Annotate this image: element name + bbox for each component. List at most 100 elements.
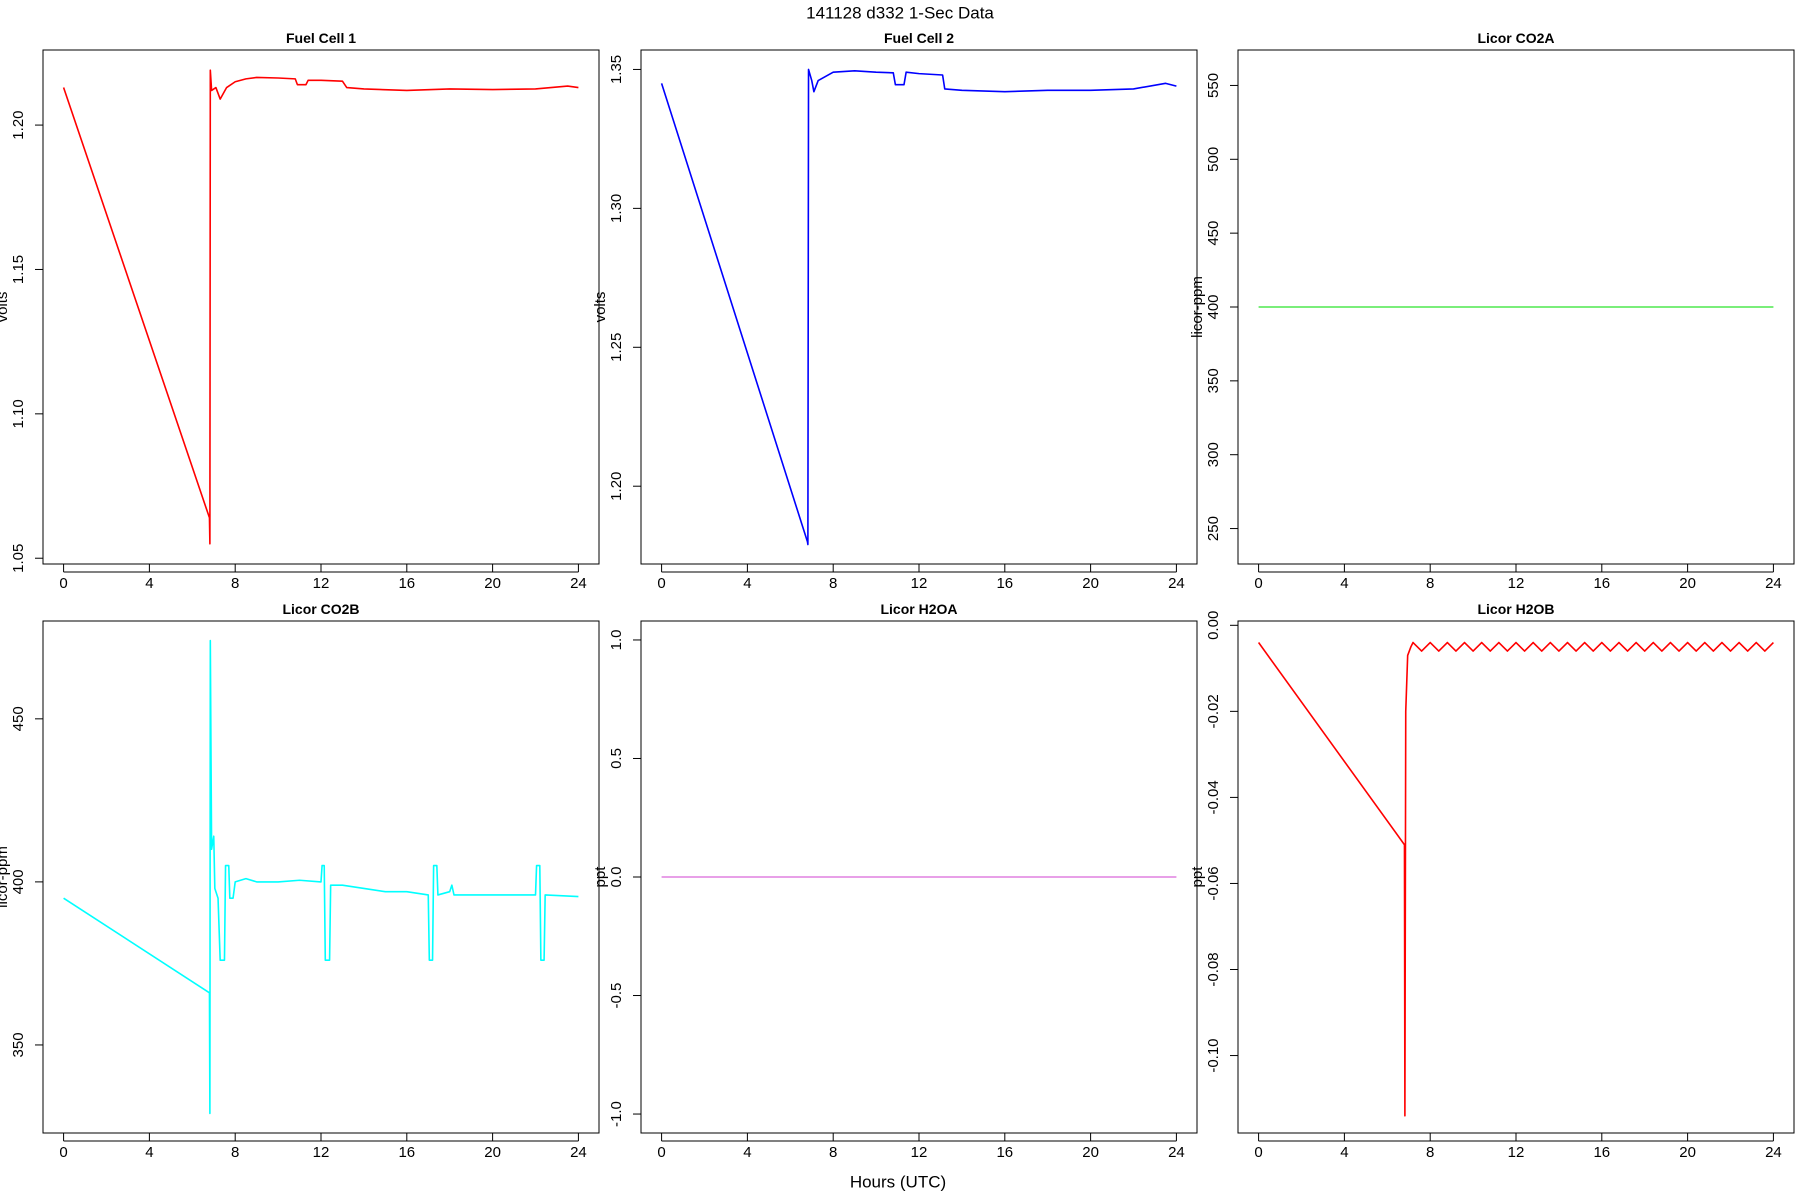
y-tick-label: 450 xyxy=(10,706,27,731)
y-tick-label: 1.05 xyxy=(10,544,27,573)
x-tick-label: 20 xyxy=(1082,575,1099,592)
y-axis-label: licor-ppm xyxy=(1189,276,1206,338)
y-tick-label: 550 xyxy=(1205,73,1222,98)
x-tick-label: 4 xyxy=(1340,575,1348,592)
y-axis-label: ppt xyxy=(1189,866,1206,888)
x-tick-label: 12 xyxy=(313,1144,330,1161)
x-tick-label: 0 xyxy=(59,1144,67,1161)
plot-frame xyxy=(1237,620,1795,1134)
panel: Licor H2OA 0 4 8 12 16 20 24 -1.0 -0.5 0.0 0.5 1.0 pp… xyxy=(592,601,1198,1161)
x-tick-label: 4 xyxy=(743,1144,751,1161)
y-tick-label: 1.0 xyxy=(608,630,625,651)
y-tick-label: 500 xyxy=(1205,147,1222,172)
panel-title: Licor CO2A xyxy=(1477,30,1554,46)
y-tick-label: 300 xyxy=(1205,442,1222,467)
plot-frame xyxy=(1237,49,1795,565)
panel: Licor CO2A 0 4 8 12 16 20 24 250 300 350 400 450 500 5… xyxy=(1189,30,1795,592)
x-tick-label: 8 xyxy=(1426,1144,1434,1161)
y-tick-label: 1.10 xyxy=(10,399,27,428)
y-tick-label: 1.25 xyxy=(608,333,625,362)
y-tick-label: 1.15 xyxy=(10,255,27,284)
x-tick-label: 8 xyxy=(231,1144,239,1161)
x-tick-label: 16 xyxy=(1593,575,1610,592)
x-tick-label: 0 xyxy=(657,1144,665,1161)
panel: Licor CO2B 0 4 8 12 16 20 24 350 400 450 licor-ppm xyxy=(0,601,600,1161)
y-tick-label: 250 xyxy=(1205,516,1222,541)
x-tick-label: 24 xyxy=(1168,575,1185,592)
y-tick-label: -0.02 xyxy=(1205,694,1222,728)
panel-title: Licor CO2B xyxy=(282,601,359,617)
x-tick-label: 24 xyxy=(570,575,587,592)
x-tick-label: 0 xyxy=(1254,1144,1262,1161)
y-tick-label: -0.10 xyxy=(1205,1038,1222,1072)
panel-title: Fuel Cell 2 xyxy=(884,30,954,46)
panel: Fuel Cell 1 0 4 8 12 16 20 24 1.05 1.10 1.15 1.20 vo… xyxy=(0,30,600,592)
x-tick-label: 4 xyxy=(1340,1144,1348,1161)
figure-title: 141128 d332 1-Sec Data xyxy=(806,3,994,22)
y-tick-label: 400 xyxy=(10,869,27,894)
data-line xyxy=(63,639,579,1115)
x-tick-label: 20 xyxy=(484,575,501,592)
data-line xyxy=(660,68,1177,546)
y-tick-label: 1.20 xyxy=(608,472,625,501)
y-tick-label: 0.00 xyxy=(1205,611,1222,640)
x-tick-label: 12 xyxy=(313,575,330,592)
x-tick-label: 20 xyxy=(1679,1144,1696,1161)
y-tick-label: -0.5 xyxy=(608,983,625,1009)
x-tick-label: 12 xyxy=(911,575,928,592)
panel-title: Licor H2OB xyxy=(1477,601,1554,617)
panel-title: Fuel Cell 1 xyxy=(286,30,356,46)
x-tick-label: 8 xyxy=(1426,575,1434,592)
y-tick-label: 0.5 xyxy=(608,748,625,769)
x-tick-label: 24 xyxy=(1168,1144,1185,1161)
data-line xyxy=(1257,641,1774,1117)
x-tick-label: 16 xyxy=(398,575,415,592)
panel: Fuel Cell 2 0 4 8 12 16 20 24 1.20 1.25 1.30 1.35 vo… xyxy=(592,30,1198,592)
x-tick-label: 0 xyxy=(1254,575,1262,592)
y-tick-label: -0.06 xyxy=(1205,866,1222,900)
y-tick-label: 1.20 xyxy=(10,110,27,139)
y-tick-label: 350 xyxy=(1205,368,1222,393)
x-tick-label: 8 xyxy=(231,575,239,592)
x-tick-label: 4 xyxy=(743,575,751,592)
panel-title: Licor H2OA xyxy=(880,601,957,617)
x-tick-label: 0 xyxy=(59,575,67,592)
x-tick-label: 16 xyxy=(1593,1144,1610,1161)
x-axis-label: Hours (UTC) xyxy=(850,1172,946,1191)
panel: Licor H2OB 0 4 8 12 16 20 24 0.00 -0.02 -0.04 -0.06… xyxy=(1189,601,1795,1161)
x-tick-label: 24 xyxy=(1765,575,1782,592)
x-tick-label: 4 xyxy=(145,1144,153,1161)
data-line xyxy=(62,69,579,545)
x-tick-label: 8 xyxy=(829,1144,837,1161)
x-tick-label: 12 xyxy=(1508,1144,1525,1161)
x-tick-label: 16 xyxy=(996,1144,1013,1161)
x-tick-label: 4 xyxy=(145,575,153,592)
y-tick-label: 0.0 xyxy=(608,867,625,888)
plot-frame xyxy=(42,49,600,565)
y-tick-label: -0.08 xyxy=(1205,952,1222,986)
x-tick-label: 20 xyxy=(1679,575,1696,592)
x-tick-label: 8 xyxy=(829,575,837,592)
y-axis-label: ppt xyxy=(592,866,609,888)
x-tick-label: 24 xyxy=(570,1144,587,1161)
y-tick-label: -1.0 xyxy=(608,1101,625,1127)
y-tick-label: 1.30 xyxy=(608,194,625,223)
x-tick-label: 12 xyxy=(911,1144,928,1161)
y-tick-label: 450 xyxy=(1205,221,1222,246)
x-tick-label: 16 xyxy=(398,1144,415,1161)
x-tick-label: 0 xyxy=(657,575,665,592)
y-axis-label: volts xyxy=(0,292,11,323)
y-tick-label: 1.35 xyxy=(608,55,625,84)
plot-frame xyxy=(42,620,600,1134)
y-tick-label: 350 xyxy=(10,1032,27,1057)
plot-frame xyxy=(640,620,1198,1134)
x-tick-label: 20 xyxy=(484,1144,501,1161)
x-tick-label: 12 xyxy=(1508,575,1525,592)
y-tick-label: -0.04 xyxy=(1205,780,1222,814)
y-axis-label: licor-ppm xyxy=(0,846,11,908)
y-tick-label: 400 xyxy=(1205,294,1222,319)
x-tick-label: 24 xyxy=(1765,1144,1782,1161)
y-axis-label: volts xyxy=(592,292,609,323)
